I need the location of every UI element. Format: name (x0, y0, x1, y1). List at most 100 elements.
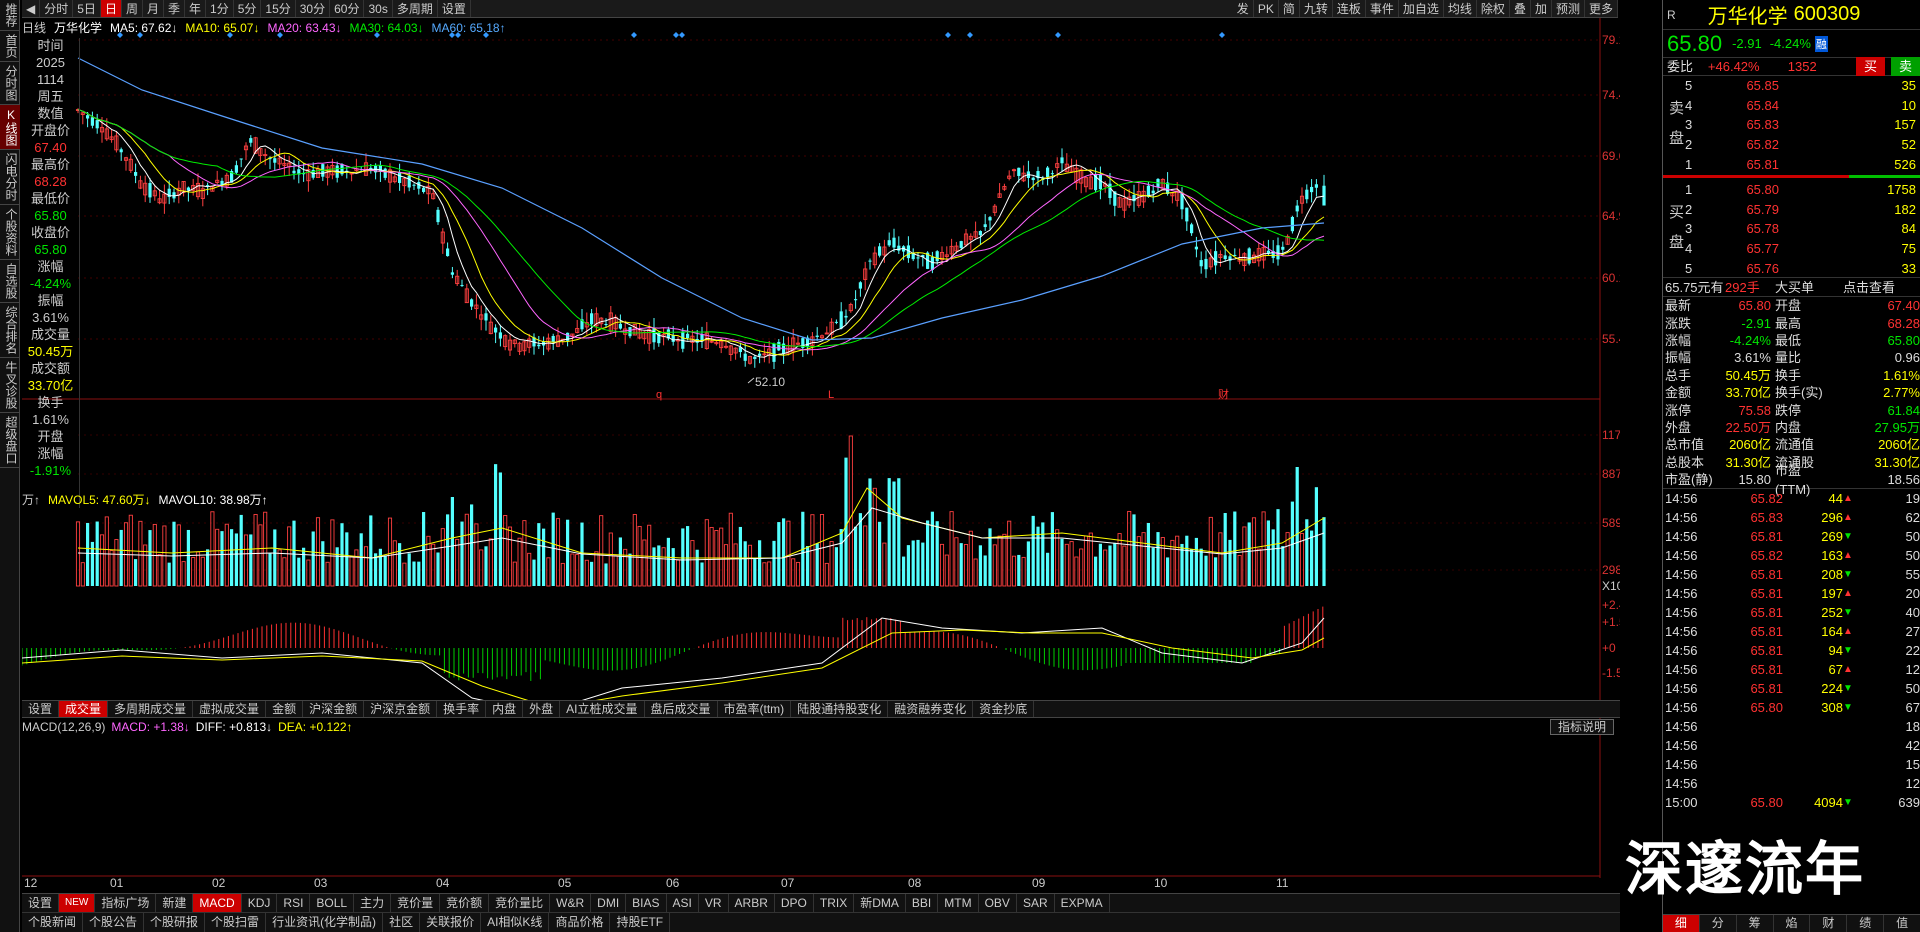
ask-level-row[interactable]: 2 65.82 52 (1685, 135, 1916, 155)
toolbar-right-1[interactable]: PK (1254, 0, 1279, 17)
vol-tab-15[interactable]: 资金抄底 (973, 701, 1035, 717)
bottom-tab-16[interactable]: VR (699, 894, 729, 912)
panel-nav-6[interactable]: 值 (1884, 915, 1920, 932)
left-nav-item-7[interactable]: 综合排名 (0, 303, 20, 358)
quick-sell-button[interactable]: 卖 (1890, 57, 1920, 76)
panel-nav-3[interactable]: 焰 (1774, 915, 1811, 932)
bid-level-row[interactable]: 3 65.78 84 (1685, 219, 1916, 239)
toolbar-right-7[interactable]: 均线 (1444, 0, 1477, 17)
bottom-tab-24[interactable]: SAR (1017, 894, 1055, 912)
bottom-tab-17[interactable]: ARBR (729, 894, 775, 912)
bid-level-row[interactable]: 2 65.79 182 (1685, 200, 1916, 220)
bottom-tab-20[interactable]: 新DMA (854, 894, 906, 912)
info-tab-1[interactable]: 个股公告 (83, 913, 145, 932)
left-nav-item-9[interactable]: 超级盘口 (0, 413, 20, 468)
left-nav-item-4[interactable]: 闪电分时 (0, 150, 20, 205)
vol-tab-13[interactable]: 陆股通持股变化 (791, 701, 889, 717)
bottom-tab-23[interactable]: OBV (979, 894, 1017, 912)
hint-view[interactable]: 点击查看 (1843, 279, 1896, 295)
vol-tab-10[interactable]: AI立桩成交量 (560, 701, 645, 717)
bottom-tab-25[interactable]: EXPMA (1055, 894, 1110, 912)
vol-tab-12[interactable]: 市盈率(ttm) (718, 701, 792, 717)
vol-tab-1[interactable]: 成交量 (59, 701, 109, 717)
left-nav-item-5[interactable]: 个股资料 (0, 205, 20, 260)
vol-tab-14[interactable]: 融资融券变化 (888, 701, 974, 717)
vol-tab-6[interactable]: 沪深京金额 (364, 701, 438, 717)
period-tab-4[interactable]: 月 (143, 0, 164, 17)
info-tab-0[interactable]: 个股新闻 (22, 913, 84, 932)
left-nav-item-8[interactable]: 牛叉诊股 (0, 358, 20, 413)
bottom-tab-21[interactable]: BBI (906, 894, 939, 912)
bottom-tab-2[interactable]: 指标广场 (95, 894, 157, 912)
period-tab-6[interactable]: 年 (185, 0, 207, 17)
toolbar-right-4[interactable]: 连板 (1333, 0, 1366, 17)
period-tab-10[interactable]: 30分 (296, 0, 331, 17)
period-tab-9[interactable]: 15分 (261, 0, 296, 17)
panel-nav-4[interactable]: 财 (1810, 915, 1848, 932)
toolbar-right-6[interactable]: 加自选 (1399, 0, 1444, 17)
bottom-tab-10[interactable]: 竞价额 (440, 894, 490, 912)
bid-level-row[interactable]: 4 65.77 75 (1685, 239, 1916, 259)
period-tab-1[interactable]: 5日 (73, 0, 101, 17)
toolbar-right-5[interactable]: 事件 (1366, 0, 1399, 17)
toolbar-right-0[interactable]: 发 (1233, 0, 1254, 17)
ask-level-row[interactable]: 3 65.83 157 (1685, 115, 1916, 135)
bottom-tab-9[interactable]: 竞价量 (391, 894, 441, 912)
toolbar-right-9[interactable]: 叠 (1510, 0, 1531, 17)
left-nav-item-0[interactable]: 推荐 (0, 0, 20, 31)
period-tab-7[interactable]: 1分 (206, 0, 234, 17)
vol-tab-9[interactable]: 外盘 (523, 701, 561, 717)
info-tab-7[interactable]: AI相似K线 (481, 913, 550, 932)
toolbar-right-12[interactable]: 更多 (1585, 0, 1618, 17)
ask-level-row[interactable]: 1 65.81 526 (1685, 154, 1916, 174)
period-tab-13[interactable]: 多周期 (393, 0, 438, 17)
period-tab-11[interactable]: 60分 (330, 0, 365, 17)
bottom-tab-12[interactable]: W&R (550, 894, 592, 912)
period-tab-3[interactable]: 周 (122, 0, 143, 17)
vol-tab-8[interactable]: 内盘 (486, 701, 524, 717)
bottom-tab-4[interactable]: MACD (193, 894, 242, 912)
panel-nav-1[interactable]: 分 (1700, 915, 1737, 932)
bottom-tab-22[interactable]: MTM (938, 894, 979, 912)
period-tab-12[interactable]: 30s (364, 0, 393, 17)
bottom-tab-8[interactable]: 主力 (354, 894, 392, 912)
ask-level-row[interactable]: 5 65.85 35 (1685, 76, 1916, 96)
vol-tab-2[interactable]: 多周期成交量 (108, 701, 194, 717)
panel-nav-0[interactable]: 细 (1663, 915, 1700, 932)
info-tab-4[interactable]: 行业资讯(化学制品) (266, 913, 384, 932)
toolbar-right-10[interactable]: 加 (1531, 0, 1552, 17)
bottom-tab-11[interactable]: 竞价量比 (489, 894, 551, 912)
info-tab-9[interactable]: 持股ETF (610, 913, 671, 932)
bottom-tab-15[interactable]: ASI (667, 894, 699, 912)
vol-tab-5[interactable]: 沪深金额 (303, 701, 365, 717)
panel-nav-2[interactable]: 筹 (1737, 915, 1774, 932)
info-tab-6[interactable]: 关联报价 (420, 913, 482, 932)
bottom-tab-3[interactable]: 新建 (156, 894, 194, 912)
info-tab-2[interactable]: 个股研报 (144, 913, 206, 932)
ask-level-row[interactable]: 4 65.84 10 (1685, 96, 1916, 116)
toolbar-right-8[interactable]: 除权 (1477, 0, 1510, 17)
bottom-tab-19[interactable]: TRIX (814, 894, 855, 912)
left-nav-item-6[interactable]: 自选股 (0, 260, 20, 303)
vol-tab-4[interactable]: 金额 (266, 701, 304, 717)
bid-level-row[interactable]: 1 65.80 1758 (1685, 180, 1916, 200)
big-order-hint[interactable]: 65.75元有 292手 大买单 点击查看 (1663, 278, 1920, 297)
toolbar-right-11[interactable]: 预测 (1552, 0, 1585, 17)
vol-tab-11[interactable]: 盘后成交量 (645, 701, 718, 717)
vol-tab-3[interactable]: 虚拟成交量 (193, 701, 267, 717)
panel-nav-5[interactable]: 绩 (1847, 915, 1885, 932)
left-nav-item-2[interactable]: 分时图 (0, 62, 20, 105)
info-tab-5[interactable]: 社区 (383, 913, 421, 932)
left-nav-item-3[interactable]: K线图 (0, 105, 20, 150)
bottom-tab-0[interactable]: 设置 (22, 894, 60, 912)
period-tab-5[interactable]: 季 (164, 0, 185, 17)
quick-buy-button[interactable]: 买 (1855, 57, 1885, 76)
period-tab-2[interactable]: 日 (100, 0, 122, 17)
bid-level-row[interactable]: 5 65.76 33 (1685, 258, 1916, 278)
panel-menu-icon[interactable]: R (1667, 7, 1676, 22)
bottom-tab-13[interactable]: DMI (591, 894, 627, 912)
left-nav-item-1[interactable]: 首页 (0, 31, 20, 62)
vol-tab-7[interactable]: 换手率 (437, 701, 487, 717)
info-tab-8[interactable]: 商品价格 (549, 913, 611, 932)
bottom-tab-6[interactable]: RSI (277, 894, 311, 912)
